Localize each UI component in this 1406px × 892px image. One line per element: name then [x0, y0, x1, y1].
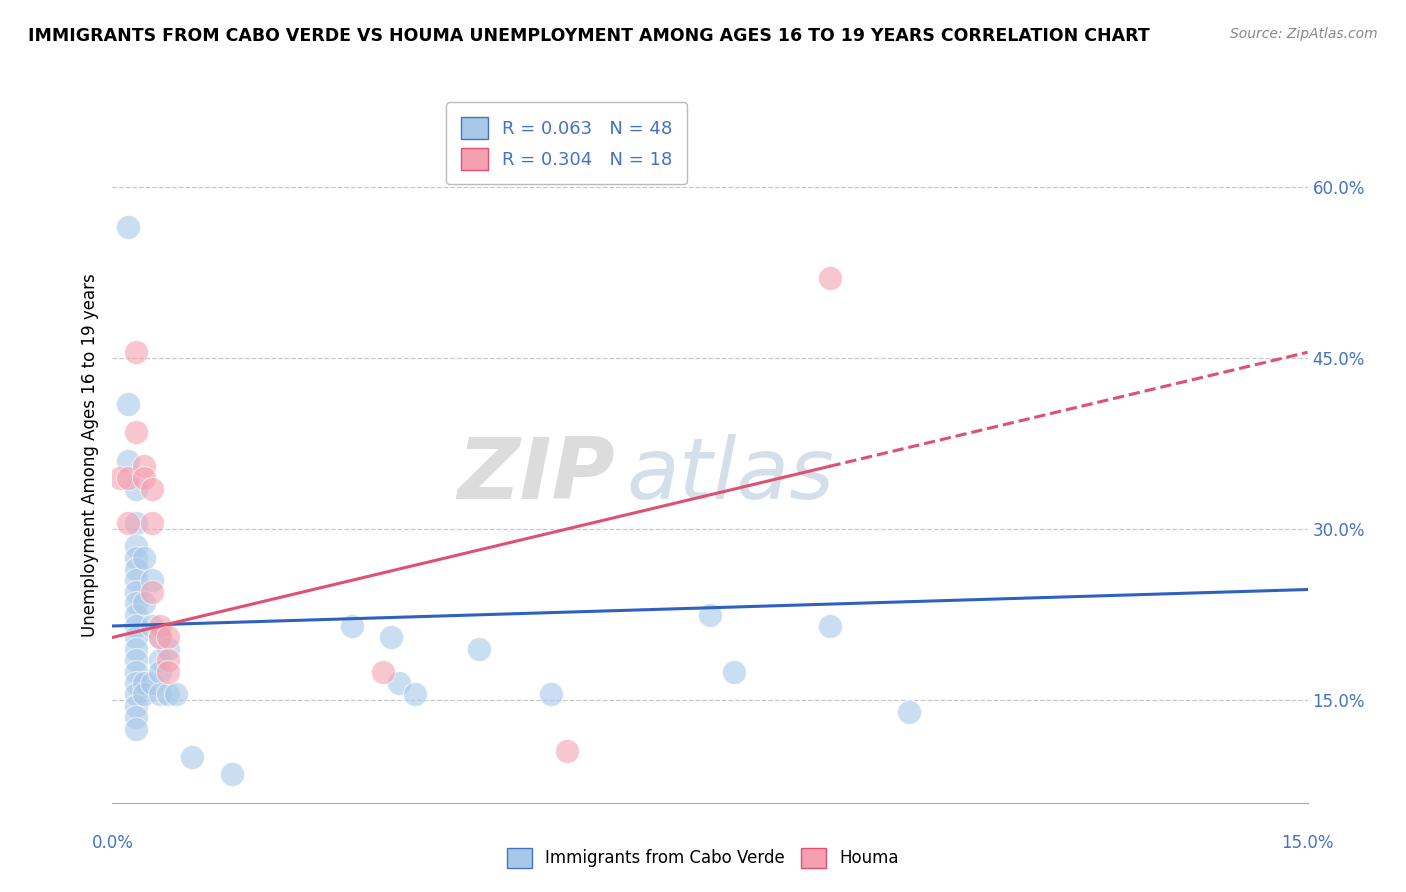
- Y-axis label: Unemployment Among Ages 16 to 19 years: Unemployment Among Ages 16 to 19 years: [80, 273, 98, 637]
- Point: [723, 665, 745, 679]
- Point: [157, 665, 180, 679]
- Point: [157, 631, 180, 645]
- Point: [125, 722, 148, 736]
- Point: [141, 516, 163, 531]
- Point: [404, 688, 426, 702]
- Point: [134, 596, 156, 610]
- Text: atlas: atlas: [627, 434, 834, 517]
- Point: [540, 688, 562, 702]
- Point: [134, 688, 156, 702]
- Point: [165, 688, 187, 702]
- Point: [373, 665, 395, 679]
- Point: [555, 744, 578, 758]
- Point: [157, 688, 180, 702]
- Point: [699, 607, 721, 622]
- Point: [125, 516, 148, 531]
- Point: [125, 607, 148, 622]
- Point: [125, 574, 148, 588]
- Point: [149, 665, 172, 679]
- Point: [149, 631, 172, 645]
- Point: [340, 619, 363, 633]
- Point: [125, 550, 148, 565]
- Point: [125, 710, 148, 724]
- Point: [117, 396, 139, 410]
- Point: [149, 653, 172, 667]
- Point: [125, 665, 148, 679]
- Point: [898, 705, 921, 719]
- Point: [380, 631, 402, 645]
- Point: [149, 631, 172, 645]
- Point: [157, 653, 180, 667]
- Point: [149, 619, 172, 633]
- Point: [125, 425, 148, 439]
- Point: [468, 641, 491, 656]
- Point: [221, 767, 243, 781]
- Point: [181, 750, 204, 764]
- Point: [141, 482, 163, 496]
- Text: IMMIGRANTS FROM CABO VERDE VS HOUMA UNEMPLOYMENT AMONG AGES 16 TO 19 YEARS CORRE: IMMIGRANTS FROM CABO VERDE VS HOUMA UNEM…: [28, 27, 1150, 45]
- Point: [125, 482, 148, 496]
- Text: 15.0%: 15.0%: [1281, 834, 1334, 852]
- Point: [141, 584, 163, 599]
- Text: Source: ZipAtlas.com: Source: ZipAtlas.com: [1230, 27, 1378, 41]
- Point: [134, 676, 156, 690]
- Point: [125, 584, 148, 599]
- Point: [818, 619, 841, 633]
- Point: [388, 676, 411, 690]
- Point: [125, 562, 148, 576]
- Point: [125, 539, 148, 553]
- Point: [125, 653, 148, 667]
- Point: [125, 619, 148, 633]
- Point: [149, 688, 172, 702]
- Point: [141, 676, 163, 690]
- Point: [134, 471, 156, 485]
- Point: [125, 345, 148, 359]
- Point: [141, 574, 163, 588]
- Point: [125, 698, 148, 713]
- Point: [157, 641, 180, 656]
- Point: [134, 459, 156, 474]
- Text: ZIP: ZIP: [457, 434, 614, 517]
- Point: [134, 550, 156, 565]
- Point: [125, 596, 148, 610]
- Legend: Immigrants from Cabo Verde, Houma: Immigrants from Cabo Verde, Houma: [501, 841, 905, 875]
- Text: 0.0%: 0.0%: [91, 834, 134, 852]
- Point: [125, 641, 148, 656]
- Point: [117, 471, 139, 485]
- Point: [818, 271, 841, 285]
- Point: [117, 219, 139, 234]
- Point: [117, 453, 139, 467]
- Point: [141, 619, 163, 633]
- Point: [117, 516, 139, 531]
- Point: [125, 631, 148, 645]
- Point: [125, 676, 148, 690]
- Point: [110, 471, 132, 485]
- Legend: R = 0.063   N = 48, R = 0.304   N = 18: R = 0.063 N = 48, R = 0.304 N = 18: [446, 103, 688, 184]
- Point: [125, 688, 148, 702]
